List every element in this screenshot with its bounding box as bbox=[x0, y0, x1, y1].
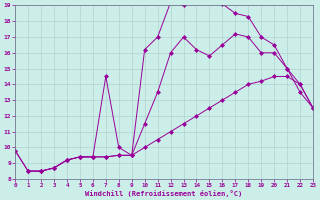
X-axis label: Windchill (Refroidissement éolien,°C): Windchill (Refroidissement éolien,°C) bbox=[85, 190, 243, 197]
